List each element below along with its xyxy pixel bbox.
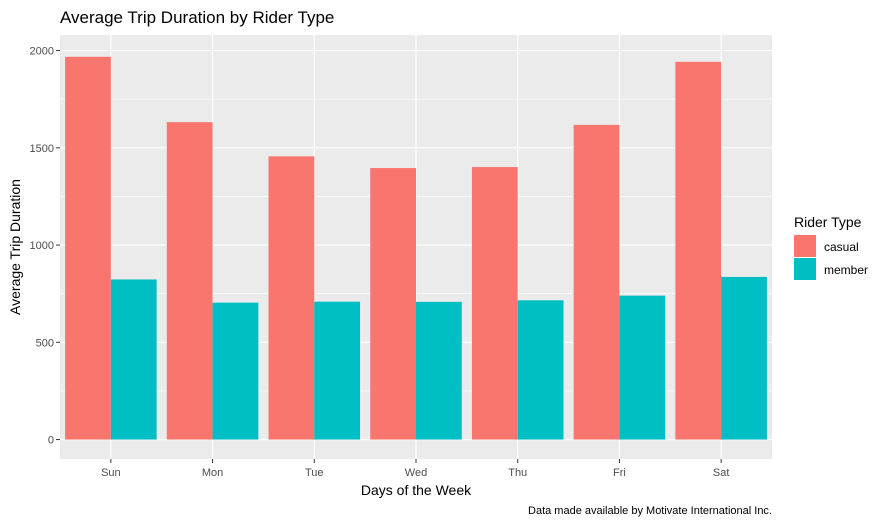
bar-member-fri — [619, 295, 666, 440]
legend-key-member — [794, 258, 816, 280]
bar-member-wed — [416, 301, 462, 440]
y-axis-title: Average Trip Duration — [7, 179, 23, 315]
legend: Rider Type casual member — [794, 214, 868, 280]
chart-title: Average Trip Duration by Rider Type — [60, 8, 334, 27]
bar-casual-mon — [166, 122, 213, 440]
bar-member-mon — [212, 302, 259, 440]
legend-label-member: member — [824, 263, 868, 277]
y-tick-label: 0 — [48, 435, 54, 447]
y-axis: 0 500 1000 1500 2000 — [30, 46, 60, 447]
legend-label-casual: casual — [824, 240, 859, 254]
caption: Data made available by Motivate Internat… — [528, 505, 772, 517]
bars — [65, 56, 767, 440]
bar-member-sun — [110, 279, 157, 440]
bar-casual-fri — [573, 124, 620, 440]
bar-member-thu — [517, 300, 564, 440]
bar-casual-thu — [471, 167, 518, 440]
x-tick-label: Thu — [508, 467, 527, 479]
x-axis: Sun Mon Tue Wed Thu Fri Sat — [101, 459, 729, 479]
x-axis-title: Days of the Week — [361, 482, 472, 498]
bar-casual-tue — [268, 156, 315, 440]
bar-casual-sun — [65, 56, 111, 440]
bar-member-sat — [721, 276, 767, 440]
x-tick-label: Fri — [613, 467, 626, 479]
y-tick-label: 500 — [36, 337, 54, 349]
x-tick-label: Sun — [101, 467, 121, 479]
y-tick-label: 2000 — [30, 46, 54, 58]
y-tick-label: 1000 — [30, 240, 54, 252]
x-tick-label: Wed — [405, 467, 427, 479]
bar-casual-wed — [370, 168, 416, 440]
bar-member-tue — [314, 301, 361, 440]
x-tick-label: Sat — [713, 467, 730, 479]
x-tick-label: Mon — [202, 467, 223, 479]
x-tick-label: Tue — [305, 467, 324, 479]
legend-key-casual — [794, 235, 816, 257]
legend-title: Rider Type — [794, 214, 862, 230]
y-tick-label: 1500 — [30, 143, 54, 155]
bar-casual-sat — [675, 61, 722, 440]
